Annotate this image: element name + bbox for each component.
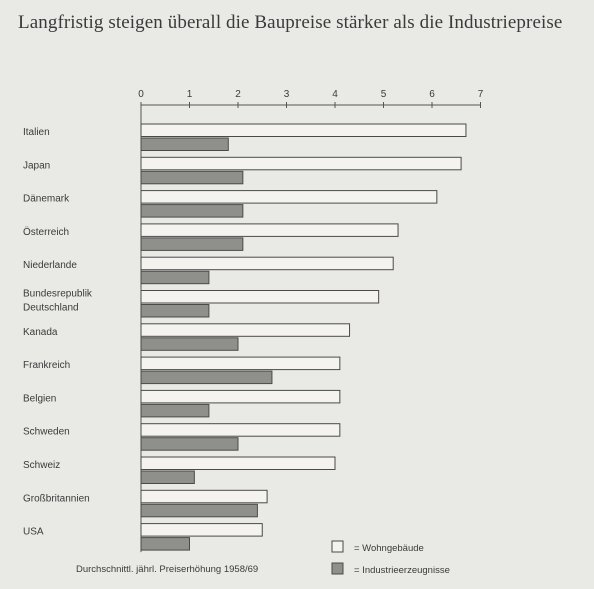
x-tick-label: 0 — [138, 89, 144, 100]
bar-industrieerzeugnisse — [140, 337, 239, 351]
category-label: Niederlande — [23, 260, 77, 271]
bar-industrieerzeugnisse — [140, 503, 258, 518]
bar-wohngebaeude — [140, 223, 399, 237]
x-tick-label: 3 — [284, 89, 290, 100]
bar-industrieerzeugnisse — [140, 204, 244, 218]
bar-wohngebaeude — [140, 489, 268, 504]
bar-industrieerzeugnisse — [140, 370, 273, 385]
x-tick-label: 2 — [235, 89, 241, 100]
chart-note: Durchschnittl. jährl. Preiserhöhung 1958… — [76, 564, 258, 575]
bar-industrieerzeugnisse — [140, 470, 195, 484]
bar-wohngebaeude — [140, 456, 336, 470]
category-label: Österreich — [23, 226, 69, 238]
bar-wohngebaeude — [140, 523, 263, 537]
category-label: Dänemark — [23, 194, 70, 205]
x-tick-label: 4 — [332, 89, 338, 100]
bar-industrieerzeugnisse — [140, 237, 244, 251]
bar-wohngebaeude — [140, 123, 467, 137]
bar-wohngebaeude — [140, 389, 341, 404]
bar-industrieerzeugnisse — [140, 170, 244, 185]
category-label: Belgien — [23, 393, 56, 404]
bar-wohngebaeude — [140, 256, 394, 271]
bar-industrieerzeugnisse — [140, 537, 190, 551]
bar-wohngebaeude — [140, 356, 341, 371]
x-tick-label: 1 — [187, 89, 193, 100]
bar-industrieerzeugnisse — [140, 403, 210, 418]
category-label: Bundesrepublik — [23, 289, 93, 300]
category-label: Japan — [23, 160, 50, 171]
category-label: Schweden — [23, 427, 70, 438]
bar-wohngebaeude — [140, 290, 380, 304]
bar-wohngebaeude — [140, 423, 341, 437]
category-label: Deutschland — [23, 303, 79, 314]
legend-swatch — [331, 562, 344, 575]
category-label: Kanada — [23, 327, 58, 338]
bar-wohngebaeude — [140, 323, 351, 337]
category-label: Frankreich — [23, 360, 70, 371]
legend-label: = Industrieerzeugnisse — [354, 565, 450, 576]
category-label: USA — [23, 527, 44, 538]
bar-wohngebaeude — [140, 156, 462, 171]
chart-title: Langfristig steigen überall die Baupreis… — [18, 12, 563, 33]
x-tick-label: 7 — [478, 89, 484, 100]
legend-label: = Wohngebäude — [354, 543, 424, 554]
bar-industrieerzeugnisse — [140, 437, 239, 451]
bar-industrieerzeugnisse — [140, 270, 210, 285]
bar-industrieerzeugnisse — [140, 304, 210, 318]
category-label: Schweiz — [23, 460, 60, 471]
x-tick-label: 6 — [429, 89, 435, 100]
category-label: Italien — [23, 127, 50, 138]
bar-industrieerzeugnisse — [140, 137, 229, 151]
bar-wohngebaeude — [140, 190, 438, 204]
legend-swatch — [331, 540, 344, 553]
category-label: Großbritannien — [23, 493, 90, 504]
x-tick-label: 5 — [381, 89, 387, 100]
